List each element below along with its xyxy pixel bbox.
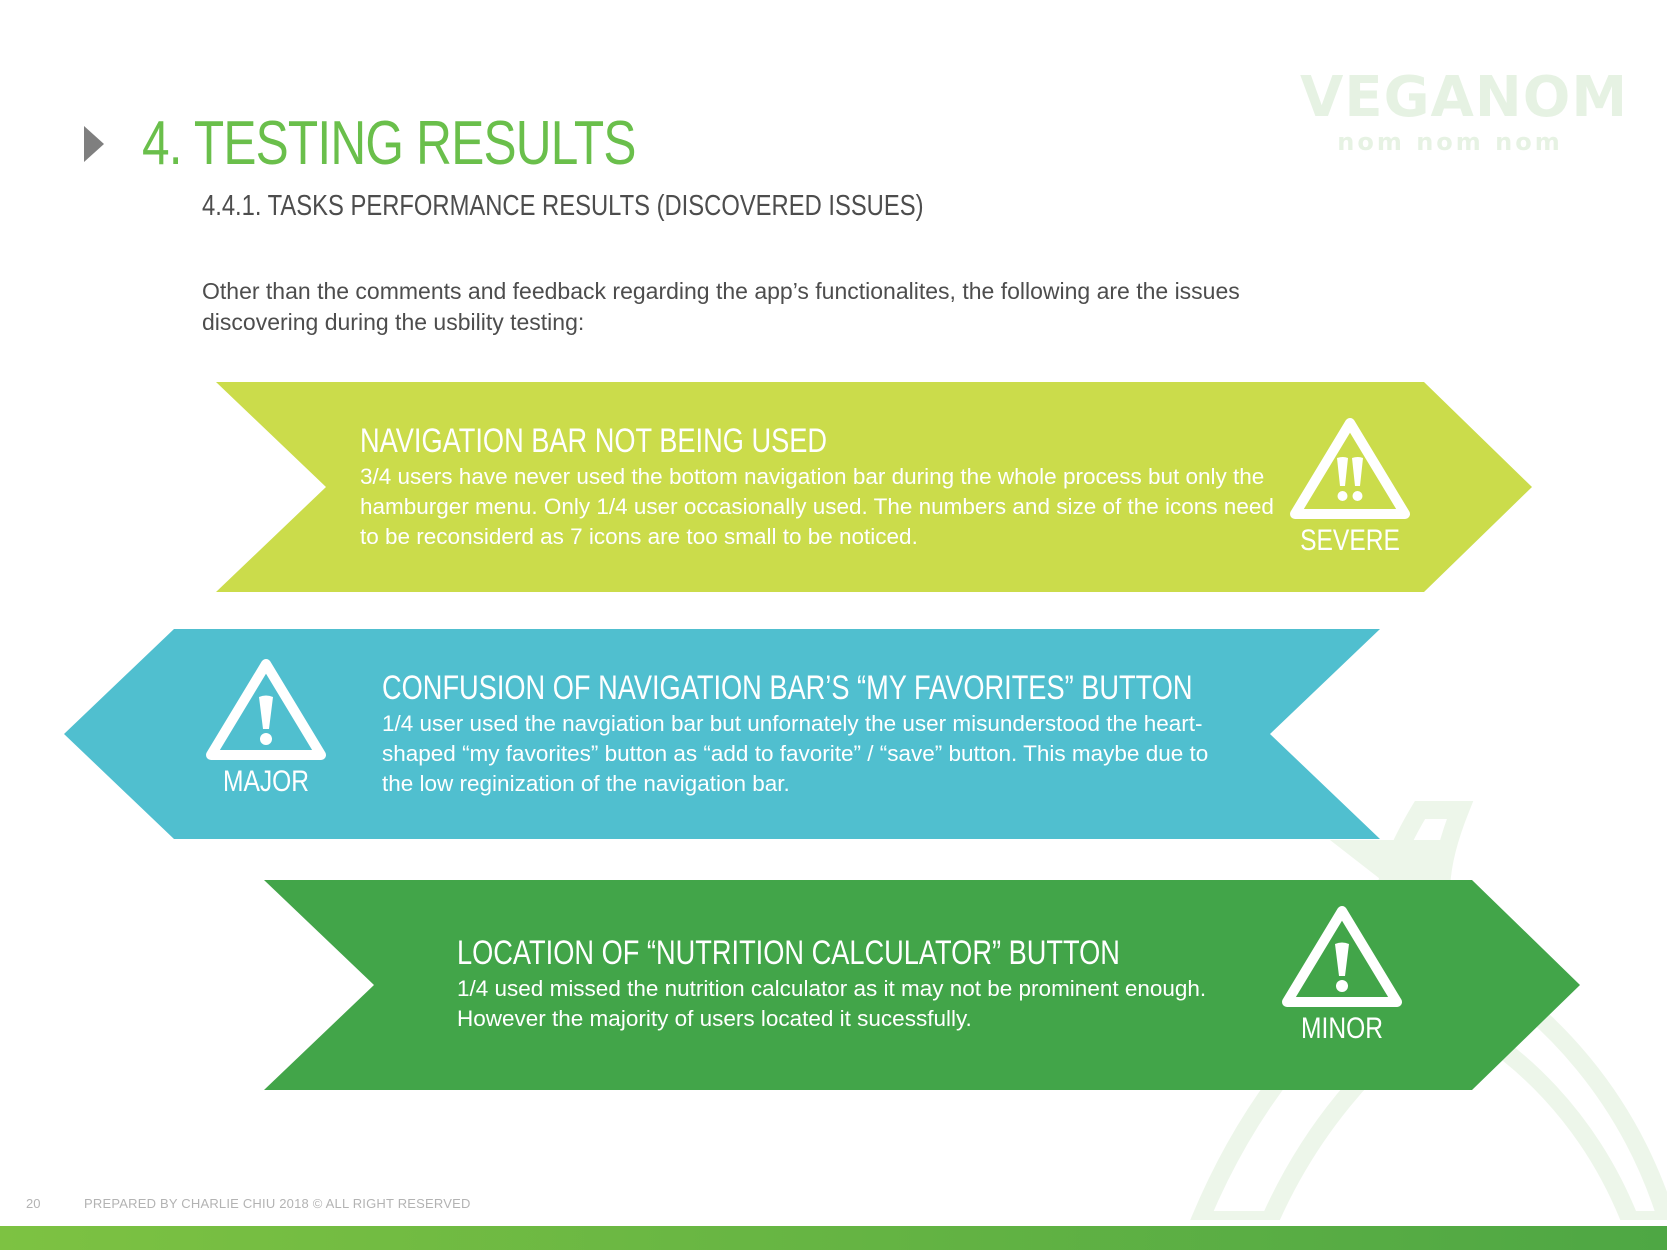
issue-description: 1/4 used missed the nutrition calculator… bbox=[457, 976, 1207, 1031]
issue-card-nutrition-calculator: LOCATION OF “NUTRITION CALCULATOR” BUTTO… bbox=[264, 880, 1584, 1090]
page-number: 20 bbox=[26, 1196, 41, 1211]
footer-accent-bar bbox=[0, 1226, 1667, 1250]
issue-description: 1/4 user used the navgiation bar but unf… bbox=[382, 711, 1209, 796]
issue-card-my-favorites: MAJOR CONFUSION OF NAVIGATION BAR’S “MY … bbox=[64, 629, 1384, 839]
section-caret-icon bbox=[84, 126, 104, 162]
page-title: 4. TESTING RESULTS bbox=[142, 109, 636, 178]
footer-credit: PREPARED BY CHARLIE CHIU 2018 © ALL RIGH… bbox=[84, 1196, 471, 1211]
severity-label: SEVERE bbox=[1300, 524, 1400, 557]
severity-label: MAJOR bbox=[222, 765, 310, 798]
issue-card-navigation-bar: NAVIGATION BAR NOT BEING USED 3/4 users … bbox=[216, 382, 1536, 592]
issue-description: 3/4 users have never used the bottom nav… bbox=[360, 464, 1274, 549]
issue-heading: LOCATION OF “NUTRITION CALCULATOR” BUTTO… bbox=[457, 934, 1120, 972]
chevron-shape bbox=[216, 382, 1532, 592]
exclamation-warning-icon bbox=[206, 659, 326, 760]
issue-heading: NAVIGATION BAR NOT BEING USED bbox=[360, 422, 828, 460]
exclamation-warning-icon bbox=[1282, 906, 1402, 1007]
severity-label: MINOR bbox=[1301, 1012, 1383, 1045]
logo-tagline: nom nom nom bbox=[1337, 128, 1563, 156]
section-subtitle: 4.4.1. TASKS PERFORMANCE RESULTS (DISCOV… bbox=[202, 190, 924, 222]
double-exclamation-warning-icon bbox=[1290, 418, 1410, 519]
chevron-shape bbox=[64, 629, 1380, 839]
intro-paragraph: Other than the comments and feedback reg… bbox=[202, 278, 1240, 335]
issue-heading: CONFUSION OF NAVIGATION BAR’S “MY FAVORI… bbox=[382, 669, 1193, 707]
chevron-shape bbox=[264, 880, 1580, 1090]
brand-logo: VEGANOM nom nom nom bbox=[1300, 65, 1629, 157]
logo-wordmark: VEGANOM bbox=[1300, 65, 1629, 130]
